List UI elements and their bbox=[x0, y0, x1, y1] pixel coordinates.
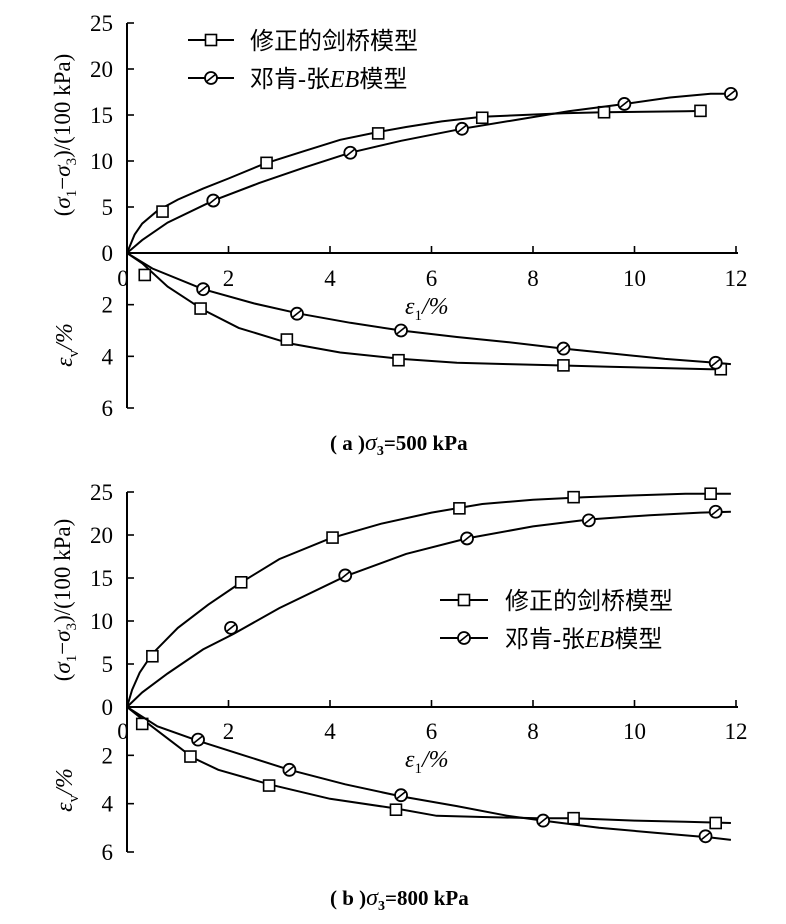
y-bottom-tick-label: 6 bbox=[102, 840, 114, 865]
y-top-axis-label: (σ1−σ3)/(100 kPa) bbox=[50, 54, 80, 216]
x-tick-label: 8 bbox=[527, 719, 539, 744]
x-tick-label: 0 bbox=[117, 719, 129, 744]
x-tick-label: 4 bbox=[324, 719, 336, 744]
y-top-tick-label: 10 bbox=[90, 149, 113, 174]
y-bottom-tick-label: 2 bbox=[102, 293, 114, 318]
y-top-tick-label: 15 bbox=[90, 103, 113, 128]
circle-marker-slash bbox=[456, 124, 468, 134]
circle-marker-slash bbox=[583, 515, 595, 526]
square-marker bbox=[184, 750, 197, 763]
square-marker bbox=[138, 268, 152, 282]
square-marker bbox=[475, 111, 489, 125]
y-bottom-axis-label: εv/% bbox=[52, 323, 82, 367]
y-top-tick-label: 25 bbox=[90, 480, 113, 505]
square-marker bbox=[135, 717, 149, 731]
square-marker bbox=[453, 502, 466, 515]
series-line-square bbox=[126, 109, 706, 254]
circle-marker-slash bbox=[395, 790, 407, 800]
circle-marker-slash bbox=[395, 325, 407, 336]
x-tick-label: 6 bbox=[426, 266, 438, 291]
circle-marker-slash bbox=[192, 735, 204, 745]
square-marker bbox=[260, 156, 273, 170]
legend-circle-slash bbox=[458, 633, 470, 643]
x-axis-label: ε1/% bbox=[405, 747, 449, 777]
circle-marker-slash bbox=[618, 99, 630, 109]
circle-marker-slash bbox=[710, 358, 722, 368]
x-tick-label: 6 bbox=[426, 719, 438, 744]
square-marker bbox=[146, 649, 159, 663]
circle-marker-slash bbox=[461, 533, 473, 544]
square-marker bbox=[557, 359, 570, 372]
panel-caption: ( a )σ3=500 kPa bbox=[330, 430, 468, 459]
legend-square-marker bbox=[457, 593, 471, 607]
y-top-tick-label: 15 bbox=[90, 566, 113, 591]
square-marker bbox=[156, 205, 169, 218]
y-bottom-tick-label: 6 bbox=[102, 396, 114, 421]
y-top-tick-label: 20 bbox=[90, 57, 113, 82]
circle-marker-slash bbox=[557, 343, 569, 354]
series-line-circle bbox=[126, 510, 731, 708]
circle-marker-slash bbox=[283, 765, 295, 775]
legend-label: 修正的剑桥模型 bbox=[505, 588, 673, 615]
panel-caption: ( b )σ3=800 kPa bbox=[330, 885, 469, 914]
y-bottom-tick-label: 2 bbox=[102, 743, 114, 768]
square-marker bbox=[567, 490, 580, 504]
square-marker bbox=[234, 575, 248, 589]
x-tick-label: 8 bbox=[527, 266, 539, 291]
y-top-tick-label: 10 bbox=[90, 609, 113, 634]
legend-square-marker bbox=[204, 33, 218, 47]
legend-label: 邓肯-张EB模型 bbox=[250, 66, 407, 93]
square-marker bbox=[694, 104, 707, 118]
y-top-tick-label: 0 bbox=[102, 695, 114, 720]
y-bottom-tick-label: 4 bbox=[102, 792, 114, 817]
square-marker bbox=[280, 333, 294, 346]
y-top-tick-label: 0 bbox=[102, 241, 114, 266]
x-tick-label: 10 bbox=[623, 266, 646, 291]
legend-circle-slash bbox=[205, 73, 217, 83]
x-tick-label: 4 bbox=[324, 266, 336, 291]
x-tick-label: 12 bbox=[725, 719, 748, 744]
legend-label: 修正的剑桥模型 bbox=[250, 28, 418, 55]
square-marker bbox=[392, 353, 405, 367]
y-top-tick-label: 5 bbox=[102, 652, 114, 677]
x-tick-label: 12 bbox=[725, 266, 748, 291]
square-marker bbox=[389, 803, 403, 817]
square-marker bbox=[709, 816, 723, 830]
circle-marker-slash bbox=[291, 309, 303, 319]
y-bottom-axis-label: εv/% bbox=[52, 768, 82, 812]
series-line-circle bbox=[126, 706, 732, 841]
x-tick-label: 0 bbox=[117, 266, 129, 291]
series-line-circle bbox=[126, 92, 731, 254]
square-marker bbox=[567, 811, 580, 825]
circle-marker-slash bbox=[207, 195, 219, 206]
circle-marker-slash bbox=[700, 831, 712, 841]
y-bottom-tick-label: 4 bbox=[102, 344, 114, 369]
x-axis-label: ε1/% bbox=[405, 294, 449, 324]
square-marker bbox=[597, 105, 611, 119]
circle-marker-slash bbox=[344, 148, 356, 158]
square-marker bbox=[194, 302, 207, 315]
x-tick-label: 2 bbox=[223, 719, 235, 744]
legend-label: 邓肯-张EB模型 bbox=[505, 626, 662, 653]
y-top-tick-label: 25 bbox=[90, 11, 113, 36]
y-top-tick-label: 20 bbox=[90, 523, 113, 548]
square-marker bbox=[371, 127, 385, 140]
circle-marker-slash bbox=[197, 284, 209, 294]
square-marker bbox=[326, 531, 339, 544]
circle-marker-slash bbox=[710, 507, 722, 517]
circle-marker-slash bbox=[537, 815, 549, 826]
series-line-circle bbox=[126, 252, 731, 366]
square-marker bbox=[262, 779, 276, 792]
circle-marker-slash bbox=[725, 89, 737, 99]
y-top-tick-label: 5 bbox=[102, 195, 114, 220]
circle-marker-slash bbox=[339, 570, 351, 581]
y-top-axis-label: (σ1−σ3)/(100 kPa) bbox=[50, 519, 80, 681]
square-marker bbox=[704, 487, 717, 501]
circle-marker-slash bbox=[225, 623, 237, 633]
x-tick-label: 10 bbox=[623, 719, 646, 744]
x-tick-label: 2 bbox=[223, 266, 235, 291]
